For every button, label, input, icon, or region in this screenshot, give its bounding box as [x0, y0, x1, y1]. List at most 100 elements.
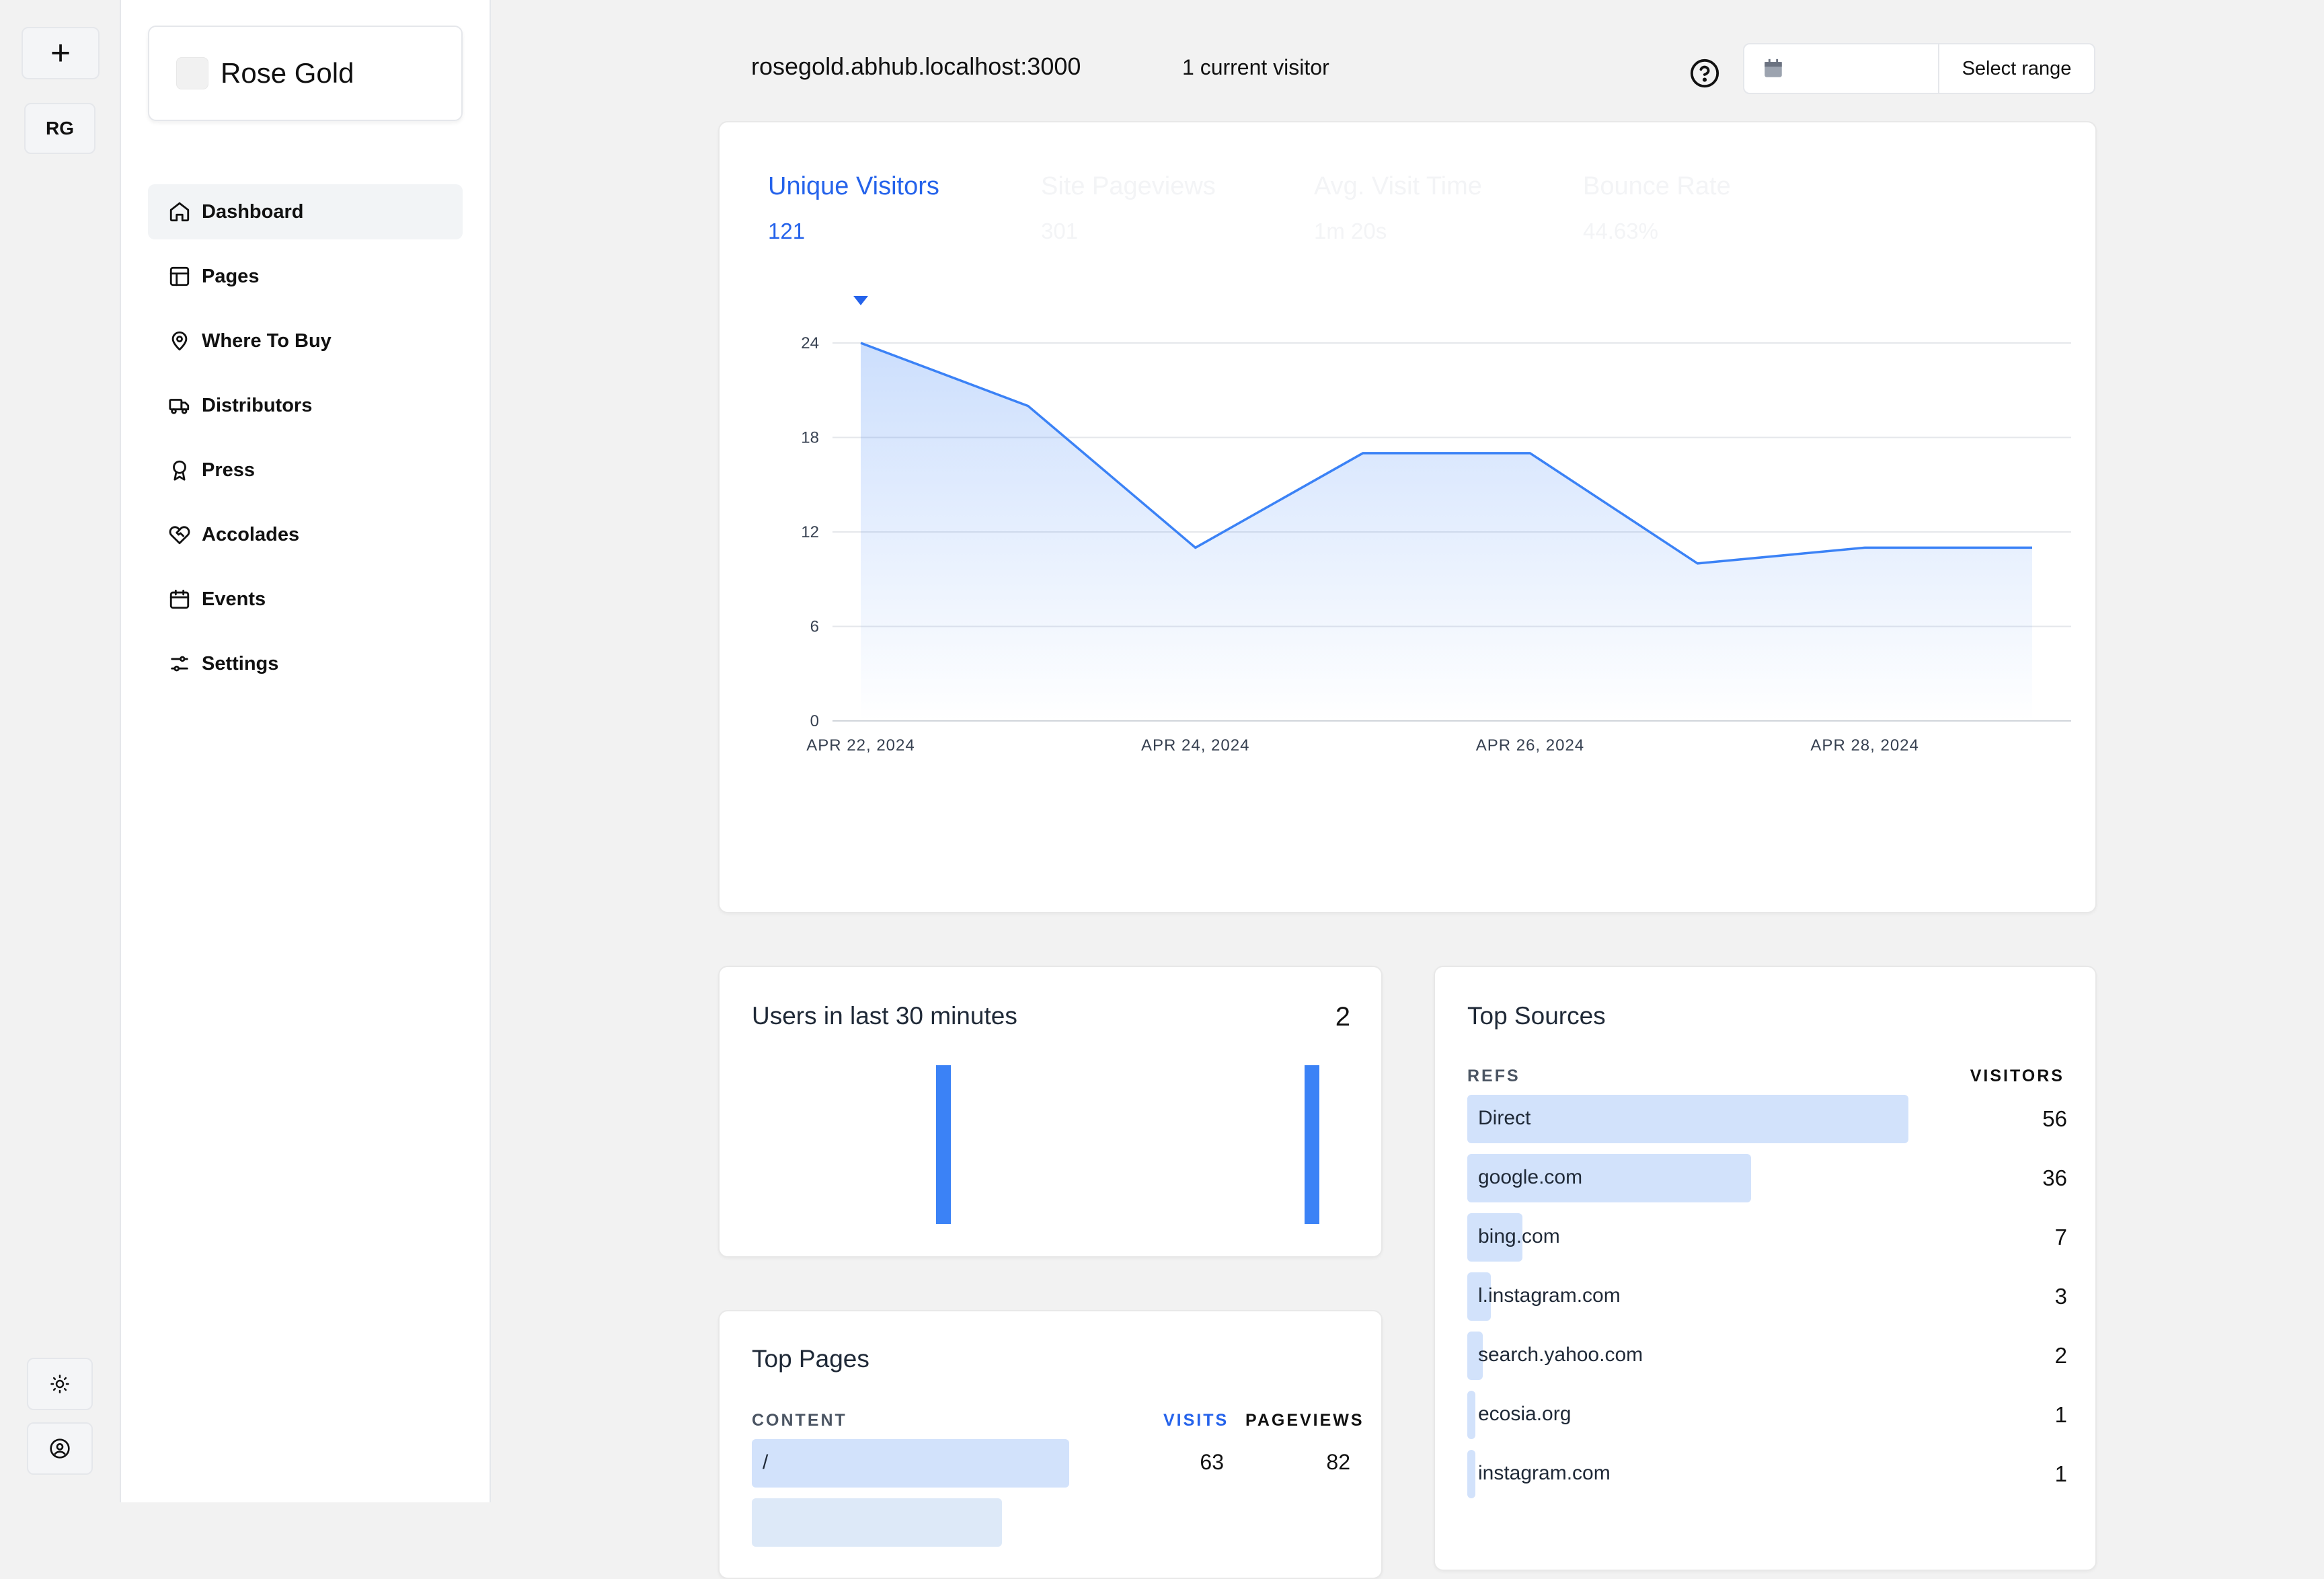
sidebar-item-events[interactable]: Events — [148, 572, 463, 627]
tab-label: Site Pageviews — [1041, 172, 1216, 200]
content-column-header: CONTENT — [752, 1411, 847, 1430]
visitors-column-header[interactable]: VISITORS — [1970, 1067, 2064, 1085]
sidebar-item-accolades[interactable]: Accolades — [148, 507, 463, 562]
tab-label: Bounce Rate — [1583, 172, 1731, 200]
theme-toggle-button[interactable] — [27, 1358, 93, 1410]
site-domain: rosegold.abhub.localhost:3000 — [751, 52, 1081, 80]
hover-marker-icon — [853, 296, 868, 305]
refs-column-header: REFS — [1467, 1067, 1520, 1085]
tab-value: 121 — [768, 219, 806, 243]
source-name: ecosia.org — [1478, 1403, 1572, 1425]
sidebar-item-label: Distributors — [202, 394, 313, 416]
sidebar-nav: Dashboard Pages Where To Buy Distributors Pr… — [148, 184, 463, 701]
x-tick-label: APR 22, 2024 — [806, 736, 915, 755]
source-name: google.com — [1478, 1166, 1583, 1188]
tab-site-pageviews[interactable]: Site Pageviews 301 — [1041, 172, 1216, 244]
sidebar-item-where-to-buy[interactable]: Where To Buy — [148, 313, 463, 369]
site-name: Rose Gold — [221, 57, 354, 89]
table-row[interactable]: instagram.com 1 — [1467, 1450, 2067, 1498]
tab-value: 1m 20s — [1314, 219, 1387, 243]
realtime-bar — [936, 1065, 951, 1224]
add-site-button[interactable]: + — [22, 27, 100, 79]
source-name: Direct — [1478, 1107, 1531, 1129]
source-name: search.yahoo.com — [1478, 1344, 1643, 1366]
tab-avg-visit-time[interactable]: Avg. Visit Time 1m 20s — [1314, 172, 1482, 244]
date-input[interactable] — [1744, 44, 1939, 93]
page-visits: 63 — [1200, 1450, 1224, 1474]
sidebar-item-label: Events — [202, 588, 266, 610]
y-tick-label: 6 — [810, 618, 819, 636]
sidebar: Rose Gold Dashboard Pages Where To Buy Dist… — [121, 0, 491, 1502]
sidebar-item-pages[interactable]: Pages — [148, 249, 463, 304]
sidebar-item-label: Press — [202, 459, 256, 481]
table-row[interactable] — [752, 1498, 1002, 1547]
source-name: bing.com — [1478, 1225, 1560, 1247]
tab-unique-visitors[interactable]: Unique Visitors 121 — [768, 172, 939, 244]
y-tick-label: 24 — [801, 334, 819, 352]
source-name: l.instagram.com — [1478, 1284, 1621, 1307]
sidebar-item-settings[interactable]: Settings — [148, 636, 463, 691]
sidebar-item-label: Where To Buy — [202, 330, 332, 352]
realtime-users-card: Users in last 30 minutes 2 — [718, 966, 1383, 1258]
table-row[interactable]: google.com 36 — [1467, 1154, 2067, 1202]
x-tick-label: APR 24, 2024 — [1141, 736, 1249, 755]
tab-label: Unique Visitors — [768, 172, 939, 200]
sidebar-item-dashboard[interactable]: Dashboard — [148, 184, 463, 239]
source-bar — [1467, 1213, 1522, 1262]
select-range-button[interactable]: Select range — [1962, 57, 2072, 79]
page-path: / — [763, 1451, 769, 1473]
top-sources-title: Top Sources — [1467, 1002, 1606, 1030]
visits-column-header[interactable]: VISITS — [1163, 1411, 1229, 1430]
source-bar — [1467, 1332, 1483, 1380]
layout-icon — [168, 265, 191, 288]
source-bar — [1467, 1272, 1491, 1321]
account-button[interactable] — [27, 1422, 93, 1475]
source-bar — [1467, 1154, 1751, 1202]
series-line — [860, 342, 2032, 565]
award-icon — [168, 459, 191, 482]
sidebar-item-distributors[interactable]: Distributors — [148, 378, 463, 433]
sidebar-item-press[interactable]: Press — [148, 442, 463, 498]
top-sources-card: Top Sources REFS VISITORS Direct 56 google… — [1434, 966, 2097, 1571]
table-row[interactable]: ecosia.org 1 — [1467, 1391, 2067, 1439]
calendar-icon — [1765, 59, 1782, 77]
source-visitors: 1 — [2054, 1461, 2067, 1486]
user-circle-icon — [50, 1438, 70, 1459]
tab-label: Avg. Visit Time — [1314, 172, 1482, 200]
source-visitors: 2 — [2054, 1343, 2067, 1368]
sidebar-item-label: Accolades — [202, 523, 300, 545]
realtime-users-title: Users in last 30 minutes — [752, 1002, 1017, 1030]
plus-icon: + — [50, 34, 71, 73]
y-tick-label: 18 — [801, 429, 819, 447]
heart-handshake-icon — [168, 523, 191, 546]
top-pages-title: Top Pages — [752, 1345, 869, 1373]
site-logo — [176, 57, 208, 89]
site-switcher[interactable]: Rose Gold — [148, 26, 463, 121]
realtime-bar — [1305, 1065, 1319, 1224]
source-name: instagram.com — [1478, 1462, 1611, 1484]
tab-bounce-rate[interactable]: Bounce Rate 44.63% — [1583, 172, 1731, 244]
table-row[interactable]: search.yahoo.com 2 — [1467, 1332, 2067, 1380]
current-visitors: 1 current visitor — [1182, 55, 1329, 79]
sliders-icon — [168, 652, 191, 675]
truck-icon — [168, 394, 191, 417]
stats-card: Unique Visitors 121 Site Pageviews 301 Avg. … — [718, 121, 2097, 913]
table-row[interactable] — [752, 1439, 1069, 1488]
home-icon — [168, 200, 191, 223]
source-bar — [1467, 1095, 1908, 1143]
icon-rail: + RG — [0, 0, 121, 1502]
source-visitors: 7 — [2054, 1225, 2067, 1249]
table-row[interactable]: Direct 56 — [1467, 1095, 2067, 1143]
x-tick-label: APR 28, 2024 — [1810, 736, 1919, 755]
source-visitors: 36 — [2042, 1165, 2067, 1190]
y-tick-label: 12 — [801, 523, 819, 541]
workspace-switch-button[interactable]: RG — [24, 103, 95, 154]
y-tick-label: 0 — [810, 712, 819, 730]
pageviews-column-header[interactable]: PAGEVIEWS — [1245, 1411, 1364, 1430]
help-button[interactable] — [1689, 58, 1720, 89]
table-row[interactable]: bing.com 7 — [1467, 1213, 2067, 1262]
table-row[interactable]: l.instagram.com 3 — [1467, 1272, 2067, 1321]
page-pageviews: 82 — [1326, 1450, 1350, 1474]
sidebar-item-label: Pages — [202, 265, 260, 287]
x-tick-label: APR 26, 2024 — [1476, 736, 1584, 755]
